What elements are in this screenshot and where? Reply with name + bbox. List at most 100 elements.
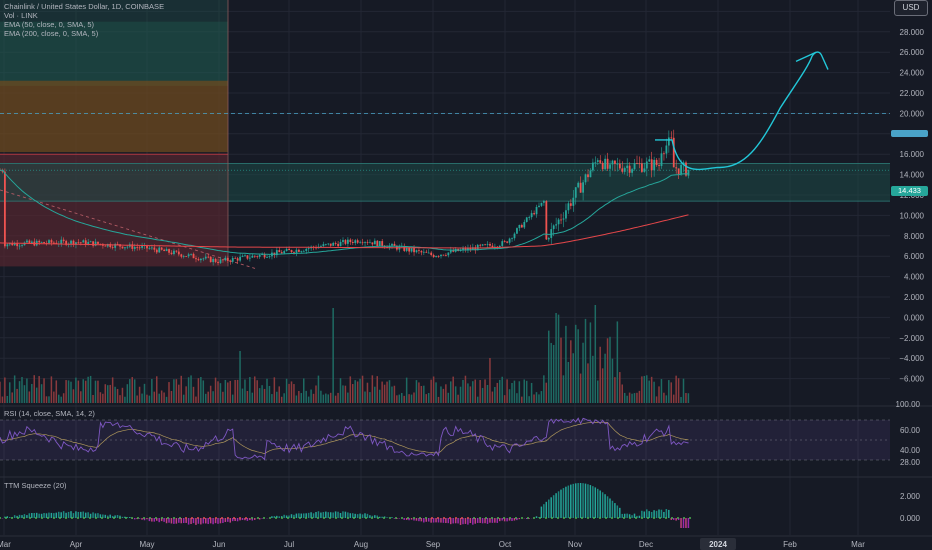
ttm-bar	[381, 516, 383, 518]
candle-body	[241, 255, 244, 257]
volume-bar	[361, 375, 364, 403]
candle-body	[104, 245, 107, 247]
candle-body	[501, 241, 504, 246]
ttm-bar	[415, 518, 418, 521]
ttm-bar	[349, 513, 352, 518]
ttm-bar	[202, 518, 205, 524]
candle-body	[430, 252, 433, 255]
candle-body	[621, 168, 624, 172]
candle-body	[258, 254, 261, 257]
ttm-tick-label: 0.000	[900, 514, 921, 523]
ttm-bar	[626, 513, 628, 518]
candle-body	[513, 233, 516, 239]
candle-body	[435, 256, 437, 258]
volume-bar	[614, 377, 616, 403]
ttm-bar	[670, 518, 672, 520]
ttm-bar	[494, 518, 496, 523]
volume-bar	[111, 377, 114, 403]
ttm-dot	[29, 517, 31, 519]
ttm-dot	[299, 517, 301, 519]
ttm-bar	[479, 518, 481, 523]
ttm-bar	[518, 518, 521, 520]
ttm-bar	[80, 511, 82, 518]
volume-bar	[67, 380, 70, 403]
ema200-legend[interactable]: EMA (200, close, 0, SMA, 5)	[4, 29, 99, 38]
candle-body	[565, 210, 567, 219]
ttm-bar	[114, 515, 116, 518]
time-axis-label: Nov	[568, 540, 582, 549]
ttm-dot	[167, 517, 169, 519]
ttm-dot	[401, 517, 403, 519]
candle-body	[329, 243, 332, 246]
volume-bar	[312, 393, 315, 403]
ttm-bar	[205, 518, 207, 524]
ttm-bar	[48, 512, 50, 518]
ttm-dot	[491, 517, 493, 519]
volume-bar	[293, 384, 295, 403]
candle-body	[244, 255, 246, 257]
volume-bar	[643, 375, 646, 403]
price-tick-label: −4.000	[899, 354, 924, 363]
ttm-dot	[671, 517, 673, 519]
volume-bar	[89, 375, 92, 403]
volume-bar	[668, 380, 670, 403]
volume-bar	[40, 384, 43, 403]
volume-bar	[60, 396, 62, 403]
time-axis-label: Apr	[70, 540, 83, 549]
rsi-legend[interactable]: RSI (14, close, SMA, 14, 2)	[4, 409, 95, 418]
candle-body	[648, 159, 651, 162]
volume-bar	[202, 380, 205, 403]
volume-bar	[388, 380, 391, 403]
volume-bar	[427, 393, 430, 403]
volume-bar	[16, 388, 18, 403]
ttm-dot	[497, 517, 499, 519]
ttm-bar	[501, 518, 503, 521]
ttm-dot	[275, 517, 277, 519]
volume-bar	[278, 386, 280, 403]
candle-body	[432, 254, 435, 258]
candle-body	[552, 225, 555, 230]
ttm-bar	[31, 512, 33, 518]
ttm-bar	[65, 512, 67, 518]
volume-legend[interactable]: Vol · LINK	[4, 11, 38, 20]
ttm-bar	[116, 515, 119, 518]
ttm-bar	[369, 515, 371, 518]
volume-bar	[55, 380, 58, 403]
ttm-bar	[552, 495, 555, 518]
price-tick-label: 24.000	[900, 69, 925, 78]
volume-bar	[6, 395, 9, 403]
volume-bar	[391, 386, 393, 403]
candle-body	[633, 163, 636, 170]
candle-body	[153, 247, 156, 250]
symbol-title[interactable]: Chainlink / United States Dollar, 1D, CO…	[4, 2, 165, 11]
currency-button[interactable]: USD	[894, 0, 928, 16]
ttm-bar	[680, 518, 682, 528]
ema50-legend[interactable]: EMA (50, close, 0, SMA, 5)	[4, 20, 95, 29]
price-tick-label: −6.000	[899, 375, 924, 384]
candle-body	[175, 250, 178, 252]
ttm-bar	[374, 515, 376, 518]
ttm-bar	[450, 518, 452, 525]
candle-body	[8, 242, 11, 245]
volume-bar	[378, 389, 381, 403]
ttm-bar	[224, 518, 227, 523]
ttm-bar	[222, 518, 224, 523]
time-axis-label: Jun	[213, 540, 226, 549]
ttm-bar	[437, 518, 440, 523]
ttm-bar	[467, 518, 469, 525]
candle-body	[413, 248, 415, 253]
price-tick-label: 0.000	[904, 313, 925, 322]
ttm-dot	[179, 517, 181, 519]
ttm-bar	[60, 512, 62, 518]
ttm-bar	[305, 513, 307, 518]
volume-bar	[533, 394, 535, 403]
ttm-legend[interactable]: TTM Squeeze (20)	[4, 481, 67, 490]
volume-bar	[271, 394, 273, 403]
volume-bar	[425, 394, 427, 403]
volume-bar	[366, 382, 369, 403]
ttm-dot	[455, 517, 457, 519]
projection-drawing[interactable]	[655, 51, 829, 171]
candle-body	[21, 245, 23, 246]
ttm-bar	[293, 514, 295, 518]
